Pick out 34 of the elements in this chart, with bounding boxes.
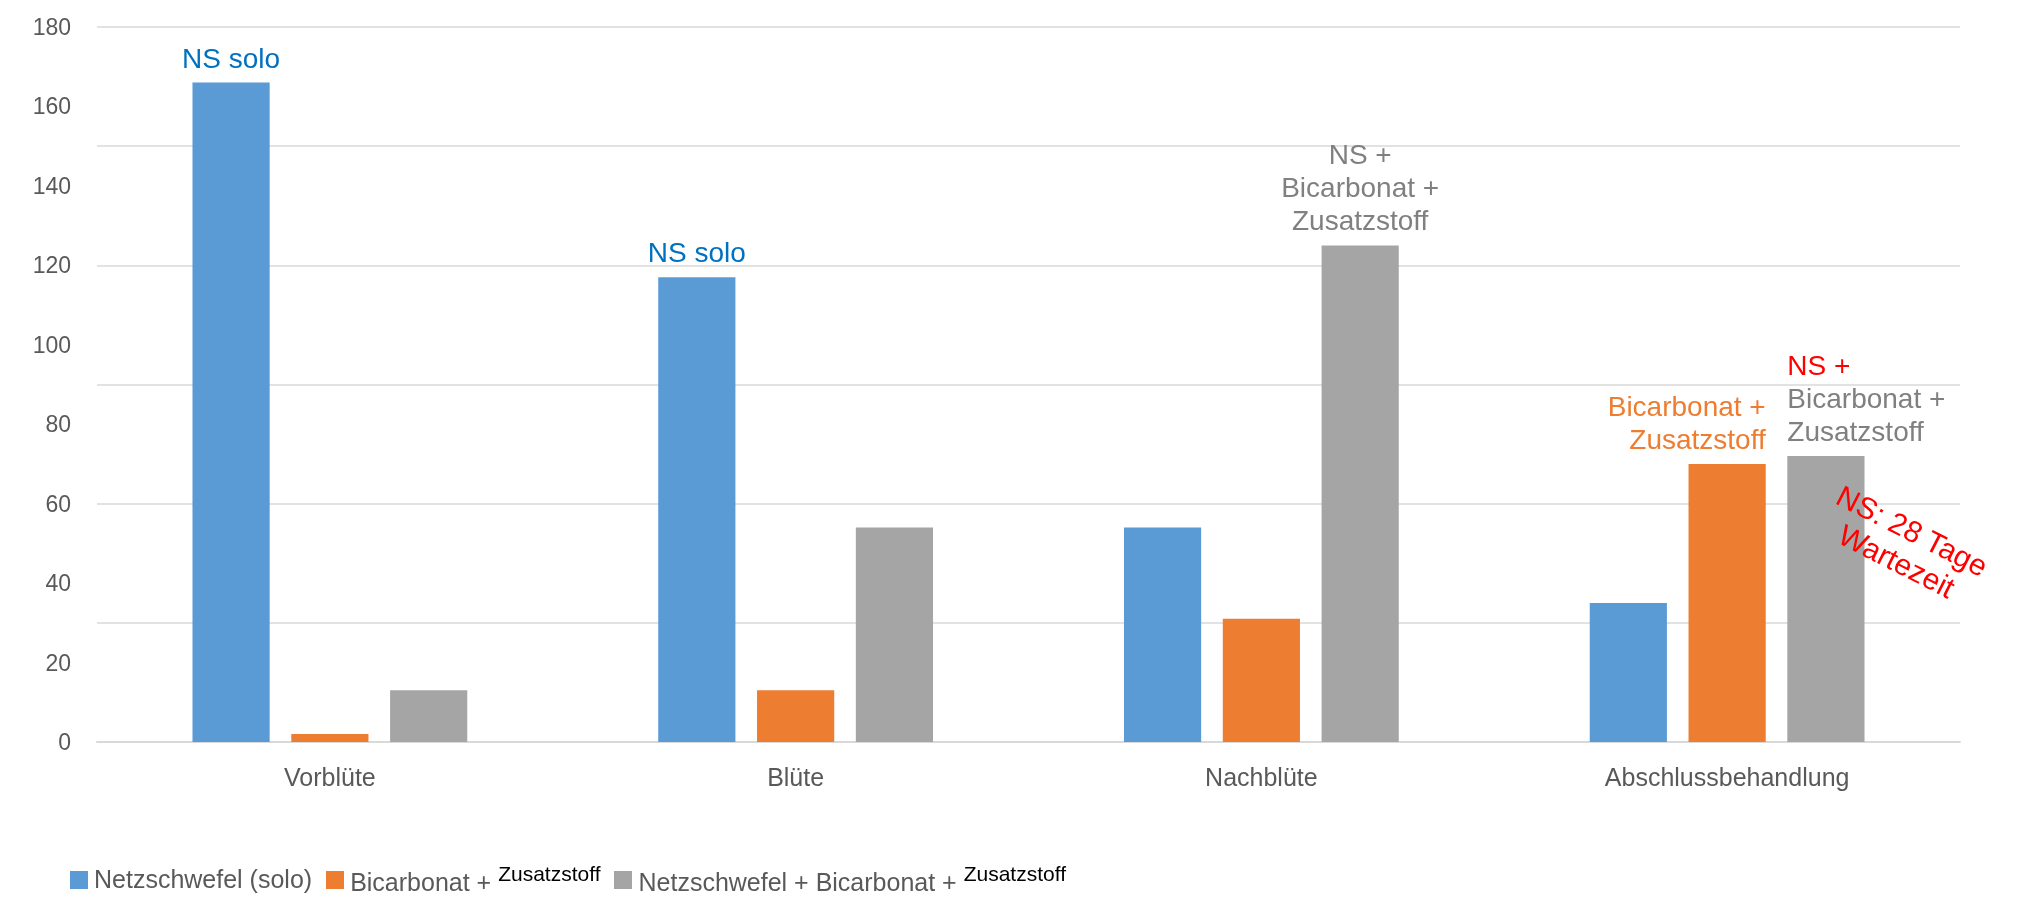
y-tick-label: 140 (32, 172, 71, 199)
legend-label: Netzschwefel + Bicarbonat + $^{Zusatzstoff}$ (638, 862, 1066, 897)
bar (1589, 602, 1667, 742)
bar (1321, 245, 1399, 742)
x-tick-label: Blüte (767, 762, 825, 791)
x-tick-label: Abschlussbehandlung (1604, 762, 1850, 791)
y-tick-label: 60 (45, 490, 71, 517)
legend-label: Netzschwefel (solo) (94, 865, 313, 894)
legend-label: Bicarbonat + $^{Zusatzstoff}$ (350, 862, 601, 897)
bar (1222, 618, 1300, 742)
y-tick-label: 120 (32, 252, 71, 279)
annotation: NS solo (647, 237, 746, 269)
y-tick-label: 0 (58, 729, 71, 755)
y-tick-label: 20 (45, 649, 71, 676)
bar (855, 527, 934, 742)
y-tick-label: 180 (32, 14, 71, 40)
bar (757, 690, 835, 742)
y-tick-label: 80 (45, 411, 71, 438)
bar (658, 277, 736, 742)
annotation: NS + (1787, 350, 1851, 381)
bar (390, 690, 468, 742)
y-tick-label: 40 (45, 570, 71, 597)
annotation: Bicarbonat + Zusatzstoff (1787, 383, 1946, 447)
x-tick-label: Nachblüte (1205, 762, 1318, 791)
bar (1688, 463, 1766, 742)
x-tick-label: Vorblüte (284, 762, 376, 791)
annotation: Bicarbonat + Zusatzstoff (1607, 390, 1766, 455)
annotation: NS + Bicarbonat + Zusatzstoff (1281, 139, 1440, 237)
bar (192, 82, 270, 742)
bar (291, 734, 369, 742)
annotation: NS solo (182, 42, 281, 74)
y-tick-label: 100 (32, 331, 71, 358)
y-tick-label: 160 (32, 93, 71, 120)
bar (1123, 527, 1202, 742)
